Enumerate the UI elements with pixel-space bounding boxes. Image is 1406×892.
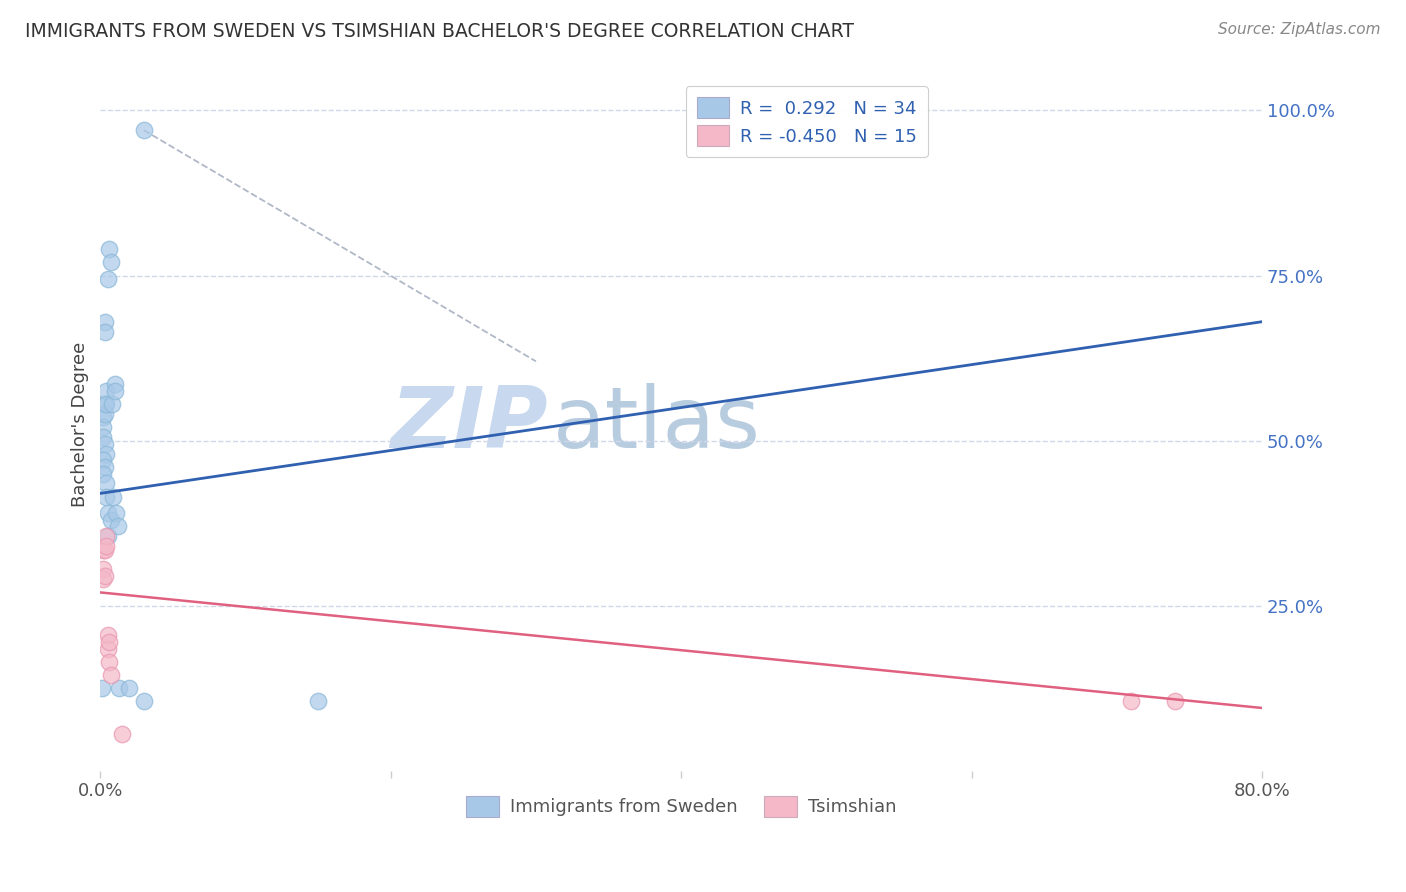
Point bbox=[105, 506, 128, 520]
Point bbox=[91, 430, 114, 444]
Point bbox=[91, 562, 114, 576]
Point bbox=[96, 447, 118, 461]
Point bbox=[307, 694, 329, 708]
Y-axis label: Bachelor's Degree: Bachelor's Degree bbox=[72, 342, 89, 507]
Point bbox=[100, 668, 122, 682]
Point bbox=[101, 397, 124, 411]
Point bbox=[91, 572, 114, 586]
Point bbox=[91, 467, 114, 481]
Point bbox=[111, 727, 134, 741]
Point bbox=[93, 542, 115, 557]
Point bbox=[97, 272, 120, 286]
Legend: Immigrants from Sweden, Tsimshian: Immigrants from Sweden, Tsimshian bbox=[458, 789, 903, 824]
Point bbox=[91, 453, 114, 467]
Point bbox=[96, 529, 118, 543]
Point bbox=[98, 242, 121, 256]
Point bbox=[97, 529, 120, 543]
Text: Source: ZipAtlas.com: Source: ZipAtlas.com bbox=[1218, 22, 1381, 37]
Text: atlas: atlas bbox=[554, 383, 762, 466]
Point bbox=[1121, 694, 1143, 708]
Point bbox=[98, 655, 121, 669]
Point bbox=[108, 681, 131, 695]
Point bbox=[100, 513, 122, 527]
Point bbox=[107, 519, 129, 533]
Point bbox=[96, 397, 118, 411]
Point bbox=[93, 437, 115, 451]
Point bbox=[96, 476, 118, 491]
Point bbox=[93, 407, 115, 421]
Point bbox=[98, 635, 121, 649]
Point bbox=[91, 420, 114, 434]
Point bbox=[96, 539, 118, 553]
Point bbox=[96, 490, 118, 504]
Point bbox=[97, 641, 120, 656]
Point bbox=[118, 681, 141, 695]
Point bbox=[132, 123, 155, 137]
Point bbox=[103, 490, 125, 504]
Point bbox=[1164, 694, 1187, 708]
Point bbox=[104, 377, 127, 392]
Point bbox=[93, 325, 115, 339]
Point bbox=[93, 460, 115, 475]
Text: IMMIGRANTS FROM SWEDEN VS TSIMSHIAN BACHELOR'S DEGREE CORRELATION CHART: IMMIGRANTS FROM SWEDEN VS TSIMSHIAN BACH… bbox=[25, 22, 855, 41]
Text: ZIP: ZIP bbox=[389, 383, 547, 466]
Point bbox=[91, 542, 114, 557]
Point bbox=[96, 384, 118, 398]
Point bbox=[97, 628, 120, 642]
Point bbox=[132, 694, 155, 708]
Point bbox=[90, 681, 112, 695]
Point bbox=[91, 410, 114, 425]
Point bbox=[104, 384, 127, 398]
Point bbox=[93, 315, 115, 329]
Point bbox=[97, 506, 120, 520]
Point bbox=[100, 255, 122, 269]
Point bbox=[93, 397, 115, 411]
Point bbox=[93, 569, 115, 583]
